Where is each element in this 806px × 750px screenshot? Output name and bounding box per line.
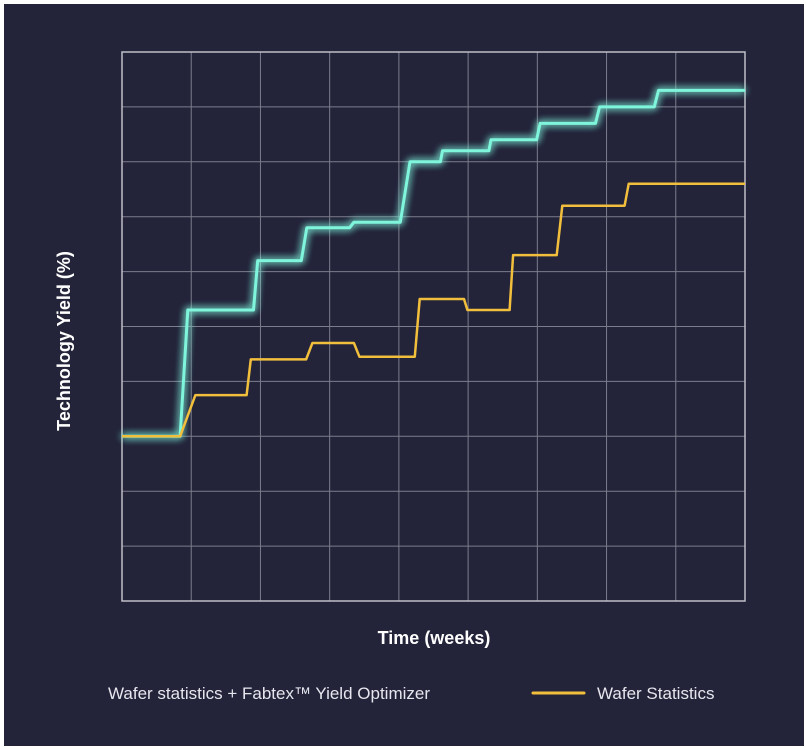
grid (122, 52, 745, 601)
legend-label-wafer-statistics: Wafer Statistics (597, 684, 714, 703)
series-line-optimizer (122, 88, 745, 438)
series-line-wafer-statistics (122, 182, 745, 438)
legend-label-optimizer: Wafer statistics + Fabtex™ Yield Optimiz… (108, 684, 430, 703)
x-axis-label: Time (weeks) (378, 628, 491, 648)
chart-background: Technology Yield (%) Time (weeks) Wafer … (4, 4, 804, 746)
yield-chart: Technology Yield (%) Time (weeks) Wafer … (42, 51, 746, 703)
series-group (122, 88, 745, 438)
plot-area-border (121, 51, 746, 602)
y-axis-label: Technology Yield (%) (54, 251, 74, 431)
legend: Wafer statistics + Fabtex™ Yield Optimiz… (42, 684, 714, 703)
